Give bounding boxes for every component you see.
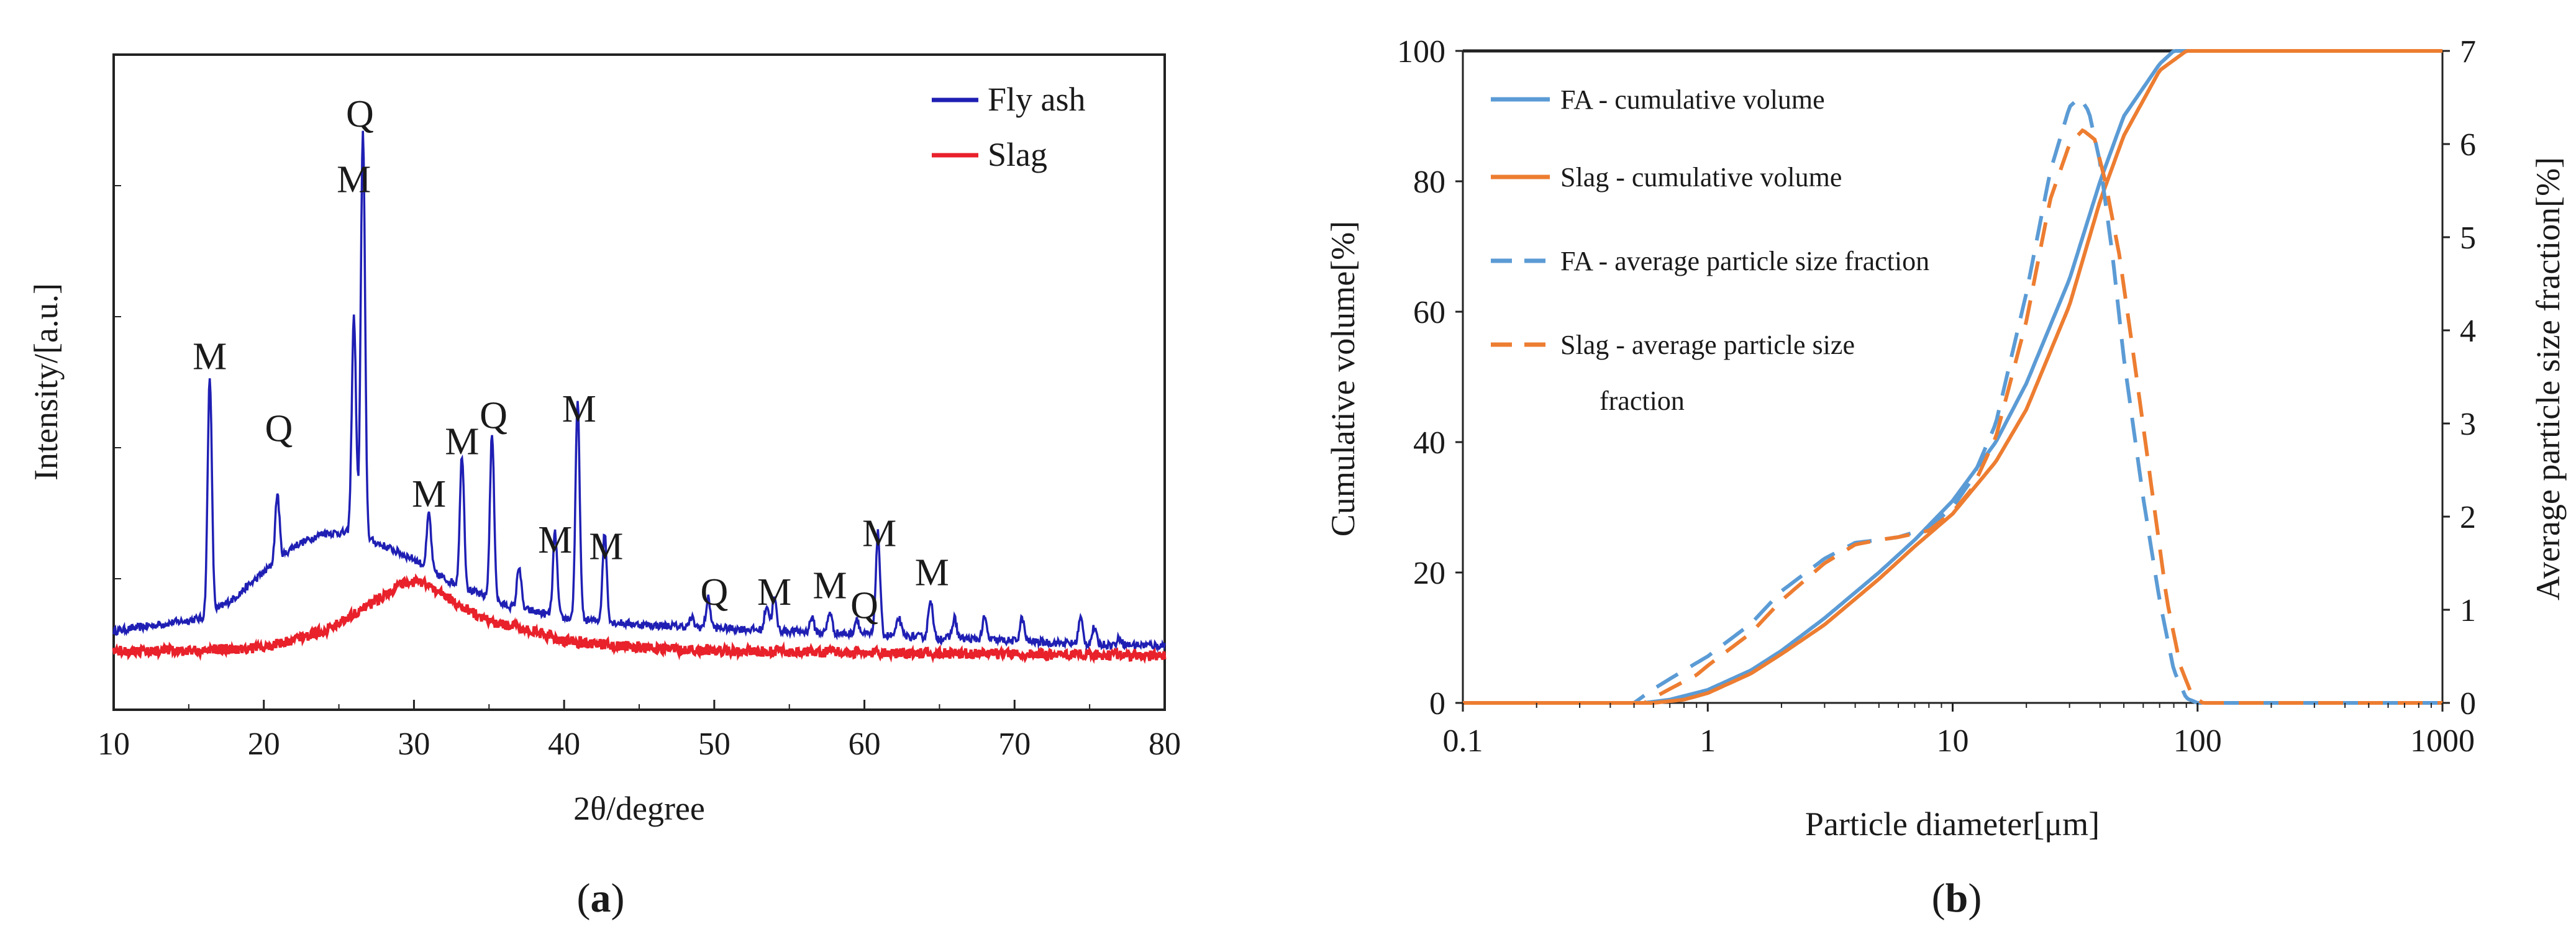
legend-slag-label: Slag	[988, 136, 1047, 173]
xrd-legend: Fly ash Slag	[932, 81, 1086, 173]
psd-y2-tick-label: 2	[2460, 500, 2476, 535]
psd-x-tick-label: 0.1	[1443, 723, 1483, 759]
legend-fa-fraction-label: FA - average particle size fraction	[1560, 246, 1929, 276]
fly-ash-xrd-line	[112, 130, 1166, 653]
psd-y2-tick-label: 4	[2460, 314, 2476, 349]
xrd-peak-label: Q	[480, 394, 507, 437]
psd-y-tick-label: 60	[1413, 295, 1445, 330]
psd-y2-tick-label: 0	[2460, 686, 2476, 722]
xrd-peak-label: M	[193, 335, 227, 378]
psd-x-ticks: 0.1 1 10 100 1000	[1443, 703, 2475, 759]
xrd-peak-label: M	[412, 473, 446, 515]
xrd-peak-label: M	[915, 552, 949, 594]
xrd-peak-label: M	[862, 512, 896, 555]
slag-fraction-dashed-line	[1463, 128, 2442, 705]
psd-y2-tick-label: 6	[2460, 127, 2476, 163]
psd-y-tick-label: 40	[1413, 425, 1445, 461]
xrd-x-tick-label: 70	[998, 727, 1031, 762]
xrd-x-ticks: 10 20 30 40 50 60 70 80	[98, 700, 1181, 762]
legend-fly-ash-label: Fly ash	[988, 81, 1086, 118]
xrd-x-tick-label: 20	[248, 727, 280, 762]
xrd-x-tick-label: 50	[698, 727, 730, 762]
psd-y-axis-label: Cumulative volume[%]	[1324, 221, 1362, 536]
panel-a-caption: (a)	[577, 876, 625, 921]
xrd-peak-label: Q	[850, 584, 878, 627]
xrd-peak-label: M	[757, 571, 791, 613]
psd-x-tick-label: 100	[2173, 723, 2222, 759]
psd-x-tick-label: 10	[1937, 723, 1969, 759]
psd-y2-tick-label: 5	[2460, 220, 2476, 256]
slag-xrd-line	[112, 573, 1167, 664]
psd-chart: 0.1 1 10 100 1000 0 20 40 60 80 100 0 1 2 3 4 5 6 7 Part…	[1324, 34, 2567, 843]
xrd-peak-label: M	[538, 519, 572, 561]
xrd-series-layer	[112, 130, 1167, 664]
panel-b-caption: (b)	[1932, 876, 1982, 921]
xrd-y-axis-label: Intensity/[a.u.]	[27, 283, 65, 481]
legend-slag-fraction-label-line2: fraction	[1600, 386, 1685, 416]
psd-y2-ticks: 0 1 2 3 4 5 6 7	[2442, 34, 2476, 722]
psd-x-tick-label: 1000	[2410, 723, 2475, 759]
psd-y2-tick-label: 7	[2460, 34, 2476, 70]
xrd-x-tick-label: 10	[98, 727, 130, 762]
xrd-peak-label: M	[562, 388, 596, 430]
psd-y2-axis-label: Average particle size fraction[%]	[2529, 157, 2567, 600]
xrd-peak-label: M	[812, 565, 847, 607]
xrd-peak-label: M	[589, 525, 623, 568]
psd-y2-tick-label: 1	[2460, 593, 2476, 628]
xrd-x-tick-label: 60	[849, 727, 881, 762]
psd-y-tick-label: 100	[1397, 34, 1445, 70]
legend-slag-cumulative-label: Slag - cumulative volume	[1560, 162, 1842, 192]
psd-x-axis-label: Particle diameter[μm]	[1805, 805, 2100, 843]
psd-legend: FA - cumulative volume Slag - cumulative…	[1491, 84, 1929, 416]
legend-slag-fraction-label: Slag - average particle size	[1560, 330, 1855, 360]
xrd-x-tick-label: 40	[548, 727, 580, 762]
psd-y-tick-label: 20	[1413, 556, 1445, 591]
xrd-peak-label: Q	[265, 407, 293, 450]
fa-cumulative-line	[1463, 49, 2442, 705]
xrd-peak-label: M	[337, 159, 371, 201]
psd-y-tick-label: 0	[1429, 686, 1445, 722]
xrd-x-tick-label: 80	[1149, 727, 1181, 762]
xrd-y-tick-marks	[114, 185, 121, 579]
psd-y2-tick-label: 3	[2460, 407, 2476, 442]
xrd-peak-label: Q	[346, 93, 374, 135]
xrd-peak-label: Q	[700, 571, 728, 613]
legend-fa-cumulative-label: FA - cumulative volume	[1560, 84, 1825, 115]
psd-y-tick-label: 80	[1413, 165, 1445, 200]
slag-cumulative-line	[1463, 49, 2442, 705]
psd-series-layer	[1463, 49, 2442, 705]
psd-x-tick-label: 1	[1700, 723, 1716, 759]
xrd-x-tick-label: 30	[398, 727, 430, 762]
xrd-peak-label: M	[445, 421, 479, 463]
xrd-x-axis-label: 2θ/degree	[573, 790, 705, 827]
psd-y-ticks: 0 20 40 60 80 100	[1397, 34, 1463, 722]
